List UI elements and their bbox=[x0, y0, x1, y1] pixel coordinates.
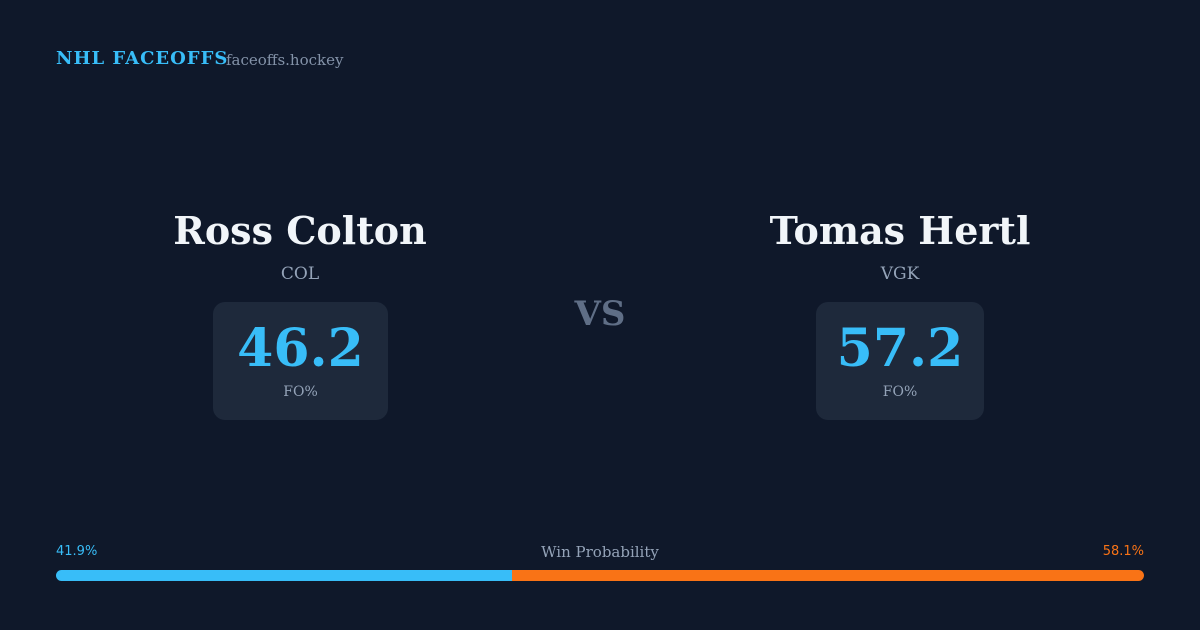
player-right: Tomas Hertl VGK 57.2 FO% bbox=[600, 0, 1200, 630]
versus: VS bbox=[574, 294, 626, 334]
win-prob-left: 41.9% bbox=[56, 544, 98, 559]
player-left: Ross Colton COL 46.2 FO% bbox=[173, 208, 427, 420]
win-prob-right: 58.1% bbox=[1102, 544, 1144, 559]
win-prob-segment bbox=[511, 570, 1144, 581]
stat-label: FO% bbox=[882, 384, 918, 400]
player-team: VGK bbox=[880, 264, 920, 284]
win-prob-bar bbox=[56, 570, 1144, 581]
player-team: COL bbox=[280, 264, 320, 284]
player-name: Tomas Hertl bbox=[769, 208, 1031, 253]
stat-card: 46.2 FO% bbox=[213, 302, 388, 420]
site-url: faceoffs.hockey bbox=[226, 51, 344, 69]
stat-card: 57.2 FO% bbox=[816, 302, 984, 420]
brand-title: NHL FACEOFFS bbox=[56, 48, 229, 69]
win-prob-label: Win Probability bbox=[541, 543, 659, 561]
player-name: Ross Colton bbox=[173, 208, 427, 253]
win-prob-segment bbox=[56, 570, 512, 581]
stat-label: FO% bbox=[283, 384, 318, 400]
fo-value: 57.2 bbox=[836, 318, 964, 379]
fo-value: 46.2 bbox=[237, 318, 364, 379]
